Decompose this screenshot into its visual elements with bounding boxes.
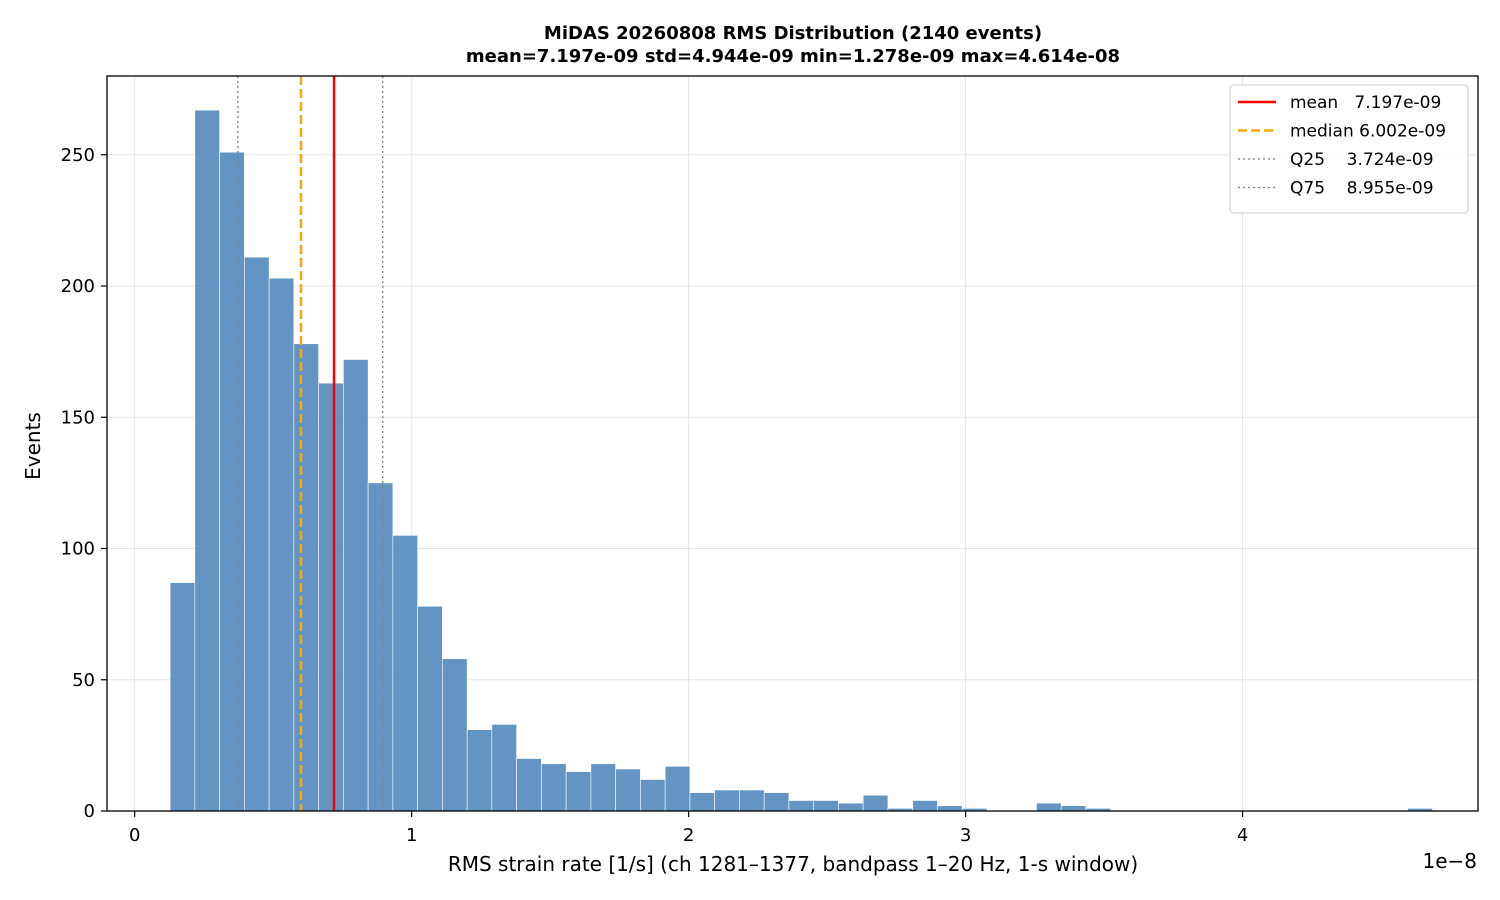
x-axis-offset-label: 1e−8	[1422, 849, 1477, 873]
legend-label-median: median 6.002e-09	[1290, 122, 1446, 142]
histogram-bar	[664, 766, 691, 812]
histogram-bar	[516, 758, 542, 812]
histogram-bar	[194, 109, 220, 812]
histogram-bar	[541, 763, 567, 812]
histogram-bar	[367, 482, 394, 812]
y-tick-label: 50	[72, 670, 95, 691]
histogram-bar	[590, 763, 616, 812]
y-tick-label: 100	[61, 539, 95, 560]
chart-subtitle: mean=7.197e-09 std=4.944e-09 min=1.278e-…	[466, 46, 1120, 67]
y-tick-label: 250	[61, 145, 95, 166]
x-axis-label: RMS strain rate [1/s] (ch 1281–1377, ban…	[448, 852, 1138, 876]
histogram-bar	[442, 658, 468, 812]
reference-lines	[237, 76, 384, 811]
histogram-bar	[615, 768, 641, 812]
legend-label-Q25: Q25 3.724e-09	[1290, 150, 1434, 170]
legend-label-mean: mean 7.197e-09	[1290, 93, 1441, 113]
plot-frame	[106, 75, 1479, 812]
histogram-bar	[565, 771, 592, 812]
legend-label-Q75: Q75 8.955e-09	[1290, 179, 1434, 199]
histogram-bar	[838, 802, 864, 812]
histogram-bar	[1060, 805, 1087, 812]
histogram-bar	[318, 382, 344, 812]
legend: mean 7.197e-09 median 6.002e-09 Q25 3.724e…	[1229, 84, 1469, 214]
histogram-bar	[862, 794, 889, 812]
y-tick-label: 0	[84, 801, 95, 822]
histogram-bar	[813, 800, 839, 812]
histogram-bar	[1036, 802, 1062, 812]
y-axis-label: Events	[21, 412, 45, 480]
histogram-bars	[169, 109, 1433, 812]
x-tick-label: 1	[406, 825, 417, 846]
legend-box	[1229, 84, 1469, 214]
histogram-bar	[689, 792, 715, 812]
y-axis-ticks: 0 50 100 150 200 250	[61, 145, 107, 822]
histogram-bar	[912, 800, 938, 812]
y-tick-label: 200	[61, 276, 95, 297]
histogram-bar	[244, 256, 270, 812]
histogram-bar	[640, 779, 666, 812]
x-tick-label: 0	[129, 825, 140, 846]
histogram-bar	[714, 789, 740, 812]
histogram-bar	[219, 151, 245, 812]
histogram-bar	[293, 343, 319, 812]
histogram-bar	[491, 724, 517, 812]
histogram-bar	[417, 605, 443, 812]
x-axis-ticks: 0 1 2 3 4	[129, 811, 1248, 846]
histogram-bar	[739, 789, 765, 812]
x-tick-label: 4	[1237, 825, 1248, 846]
histogram-bar	[937, 805, 963, 812]
histogram-bar	[268, 277, 295, 812]
histogram-bar	[466, 729, 493, 812]
x-tick-label: 3	[960, 825, 971, 846]
y-tick-label: 150	[61, 407, 95, 428]
chart-title: MiDAS 20260808 RMS Distribution (2140 ev…	[544, 23, 1042, 44]
histogram-bar	[763, 792, 790, 812]
histogram-bar	[788, 800, 814, 812]
x-tick-label: 2	[683, 825, 694, 846]
histogram-bar	[343, 359, 369, 812]
histogram-bar	[392, 535, 418, 812]
histogram-bar	[169, 582, 196, 812]
